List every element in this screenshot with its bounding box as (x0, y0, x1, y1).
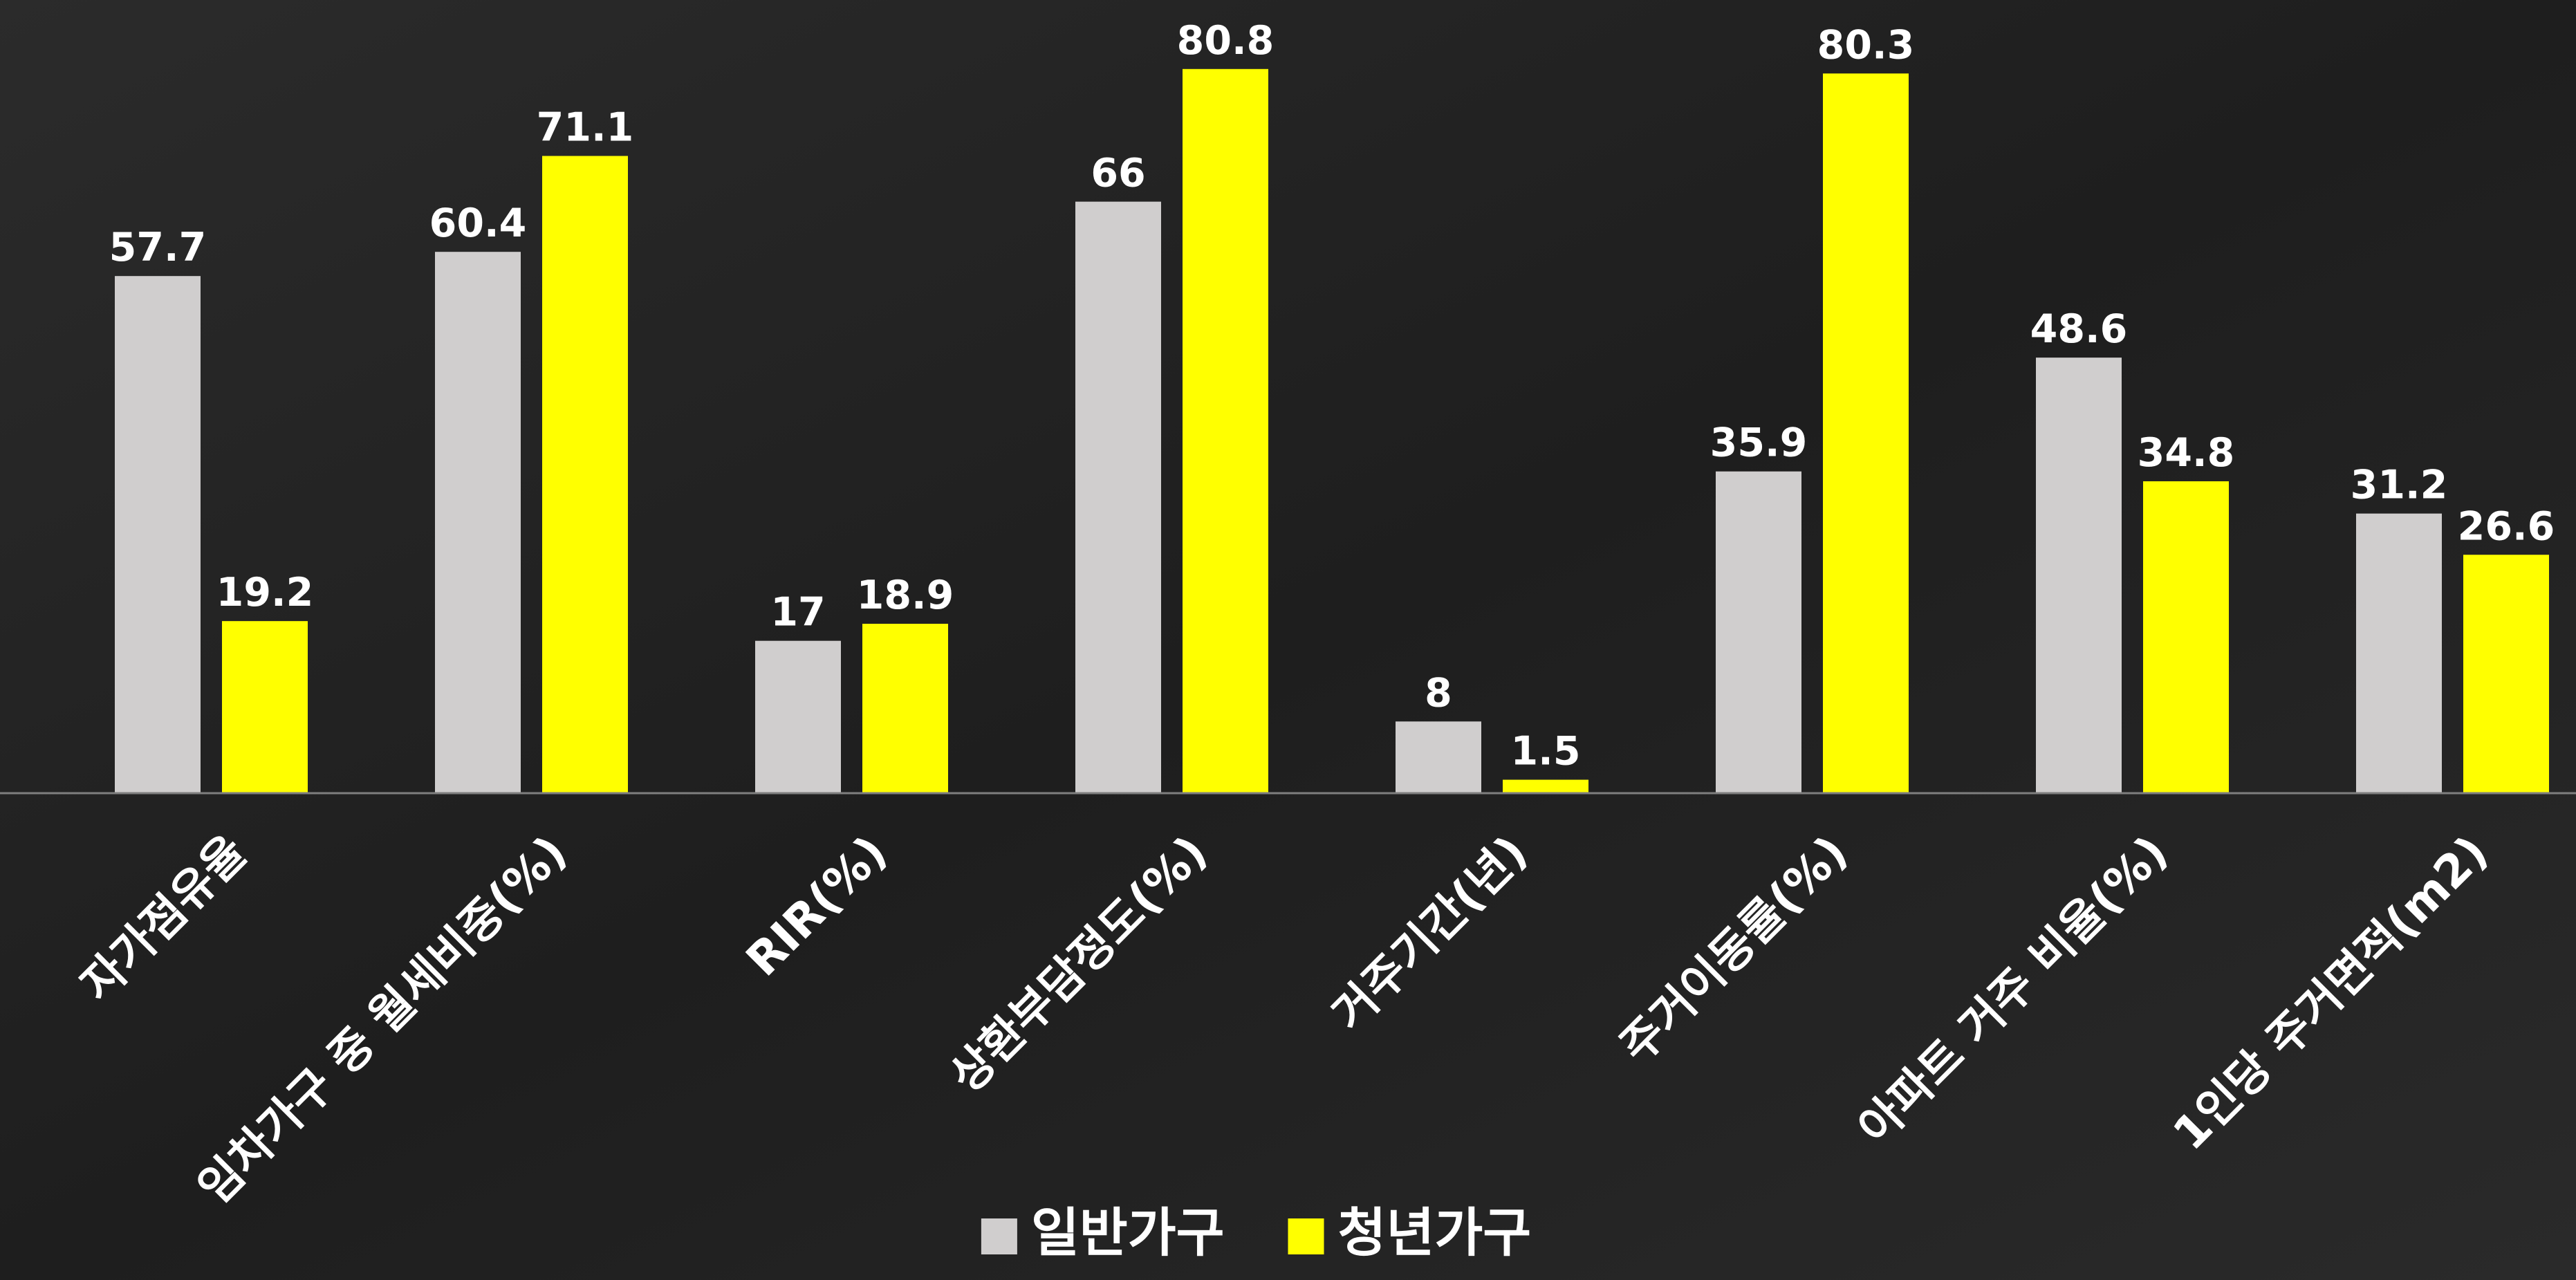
value-label: 71.1 (537, 105, 634, 151)
bar (2356, 514, 2442, 793)
bar (755, 641, 841, 793)
bar (2463, 555, 2549, 793)
bar (222, 621, 308, 793)
bar (1503, 780, 1588, 793)
chart: 57.719.2자가점유율60.471.1임차가구 중 월세비중(%)1718.… (0, 0, 2576, 1280)
value-label: 48.6 (2030, 306, 2128, 352)
legend-label: 일반가구 (1031, 1202, 1225, 1263)
legend-swatch (1288, 1218, 1324, 1254)
bar (1183, 69, 1268, 793)
bar (1075, 202, 1161, 793)
value-label: 57.7 (109, 225, 207, 270)
bar (115, 276, 201, 793)
value-label: 19.2 (216, 570, 314, 615)
value-label: 18.9 (857, 573, 954, 618)
value-label: 60.4 (429, 201, 527, 246)
bar (862, 624, 948, 793)
bar (2036, 358, 2122, 793)
legend-swatch (981, 1218, 1017, 1254)
bar (1716, 472, 1801, 793)
value-label: 34.8 (2138, 430, 2235, 476)
value-label: 35.9 (1710, 420, 1808, 466)
value-label: 31.2 (2351, 463, 2448, 508)
value-label: 1.5 (1511, 729, 1581, 775)
value-label: 26.6 (2458, 503, 2555, 549)
legend-label: 청년가구 (1338, 1202, 1532, 1263)
bar (1396, 721, 1481, 793)
bar (542, 156, 628, 793)
value-label: 80.8 (1177, 18, 1275, 64)
value-label: 80.3 (1817, 22, 1915, 68)
value-label: 17 (770, 590, 825, 636)
bar (435, 252, 521, 793)
bar (2143, 481, 2229, 793)
value-label: 66 (1091, 151, 1145, 196)
value-label: 8 (1425, 670, 1452, 716)
bar (1823, 73, 1909, 793)
